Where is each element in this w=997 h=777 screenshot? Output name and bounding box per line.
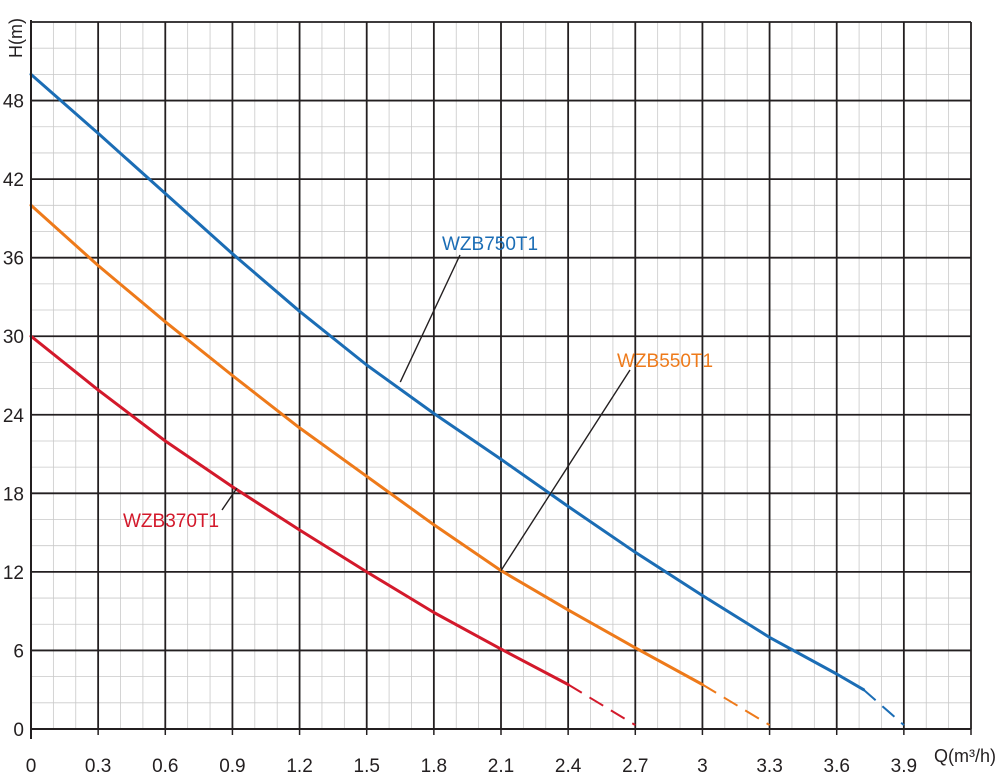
series-line-wzb750t1 <box>29 72 866 692</box>
x-tick-label: 3.9 <box>891 756 917 777</box>
y-tick-labels: 0 6 12 18 24 30 36 42 48 <box>3 92 25 741</box>
y-tick-label: 30 <box>3 327 24 348</box>
y-tick-label: 42 <box>3 170 24 191</box>
axes <box>30 20 972 739</box>
y-tick-label: 12 <box>3 563 24 584</box>
leader-line-wzb370t1 <box>221 487 238 511</box>
series-extension-wzb750t1 <box>862 688 905 726</box>
minor-grid <box>31 22 971 729</box>
x-tick-label: 1.2 <box>286 756 312 777</box>
x-tick-label: 1.8 <box>421 756 447 777</box>
x-tick-label: 2.1 <box>488 756 514 777</box>
x-tick-label: 1.5 <box>354 756 380 777</box>
series-label-wzb370t1: WZB370T1 <box>123 511 219 532</box>
series-label-wzb750t1: WZB750T1 <box>442 234 538 255</box>
series-line-wzb370t1 <box>29 334 570 686</box>
x-tick-label: 0.9 <box>219 756 245 777</box>
x-axis-title: Q(m³/h) <box>934 746 996 766</box>
leader-line-wzb750t1 <box>399 254 461 383</box>
y-tick-label: 18 <box>3 484 24 505</box>
series-layer <box>29 72 905 726</box>
series-line-wzb550t1 <box>29 203 704 686</box>
y-tick-label: 6 <box>13 641 24 662</box>
x-tick-label: 0 <box>26 756 37 777</box>
series-label-wzb550t1: WZB550T1 <box>617 351 713 372</box>
series-extension-wzb550t1 <box>701 683 771 726</box>
x-tick-label: 0.6 <box>152 756 178 777</box>
x-tick-labels: 0 0.3 0.6 0.9 1.2 1.5 1.8 2.1 2.4 2.7 3 3.3 3.6 3.9 <box>26 756 917 777</box>
label-leader-lines <box>221 254 631 571</box>
x-tick-label: 2.4 <box>555 756 582 777</box>
x-tick-label: 3 <box>697 756 708 777</box>
y-axis-title: H(m) <box>6 18 26 58</box>
leader-line-wzb550t1 <box>500 369 631 571</box>
y-tick-label: 36 <box>3 249 24 270</box>
major-grid <box>31 21 972 729</box>
y-tick-label: 0 <box>13 720 24 741</box>
series-extension-wzb370t1 <box>567 683 636 726</box>
x-tick-label: 0.3 <box>85 756 111 777</box>
y-tick-label: 24 <box>3 406 25 427</box>
x-tick-label: 3.6 <box>824 756 850 777</box>
y-tick-label: 48 <box>3 92 24 113</box>
x-tick-label: 2.7 <box>622 756 648 777</box>
x-tick-label: 3.3 <box>756 756 782 777</box>
